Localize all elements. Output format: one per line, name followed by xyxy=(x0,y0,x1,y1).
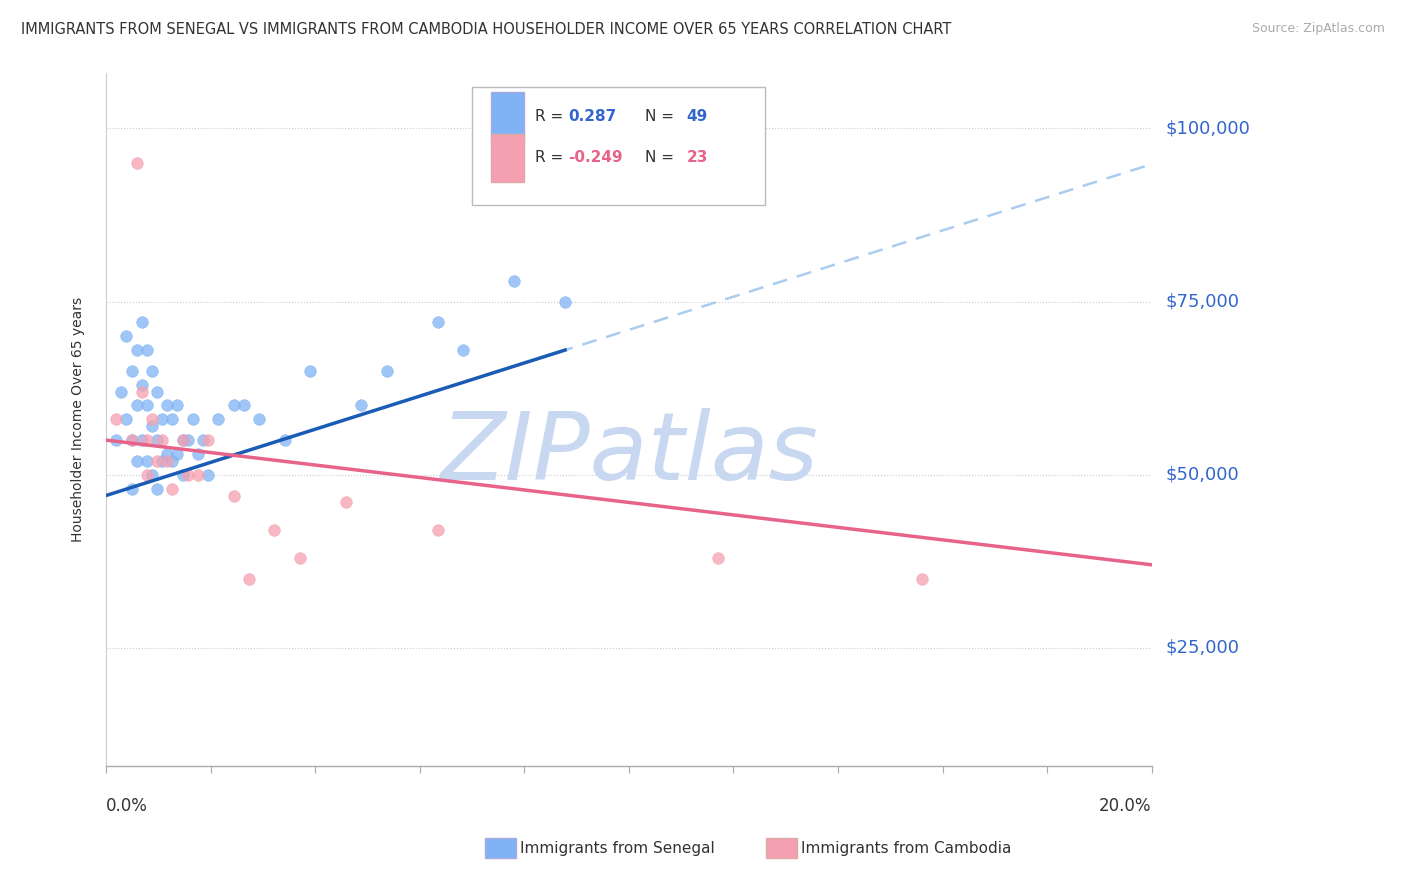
Point xyxy=(135,399,157,413)
Point xyxy=(141,467,163,482)
Text: $100,000: $100,000 xyxy=(1166,120,1250,137)
Point xyxy=(141,412,163,426)
Text: ZIPatlas: ZIPatlas xyxy=(440,409,818,500)
Point xyxy=(426,523,449,537)
Point xyxy=(131,384,153,399)
Point xyxy=(288,550,311,565)
Point xyxy=(187,447,209,461)
FancyBboxPatch shape xyxy=(491,134,524,182)
Point xyxy=(125,399,148,413)
Text: $50,000: $50,000 xyxy=(1166,466,1239,483)
Point xyxy=(162,454,184,468)
Text: $25,000: $25,000 xyxy=(1166,639,1240,657)
Point xyxy=(707,550,730,565)
Point xyxy=(263,523,285,537)
Point xyxy=(125,454,148,468)
Point xyxy=(238,572,260,586)
Point xyxy=(191,433,214,447)
Text: Source: ZipAtlas.com: Source: ZipAtlas.com xyxy=(1251,22,1385,36)
Point xyxy=(105,412,128,426)
Point xyxy=(335,495,357,509)
Text: N =: N = xyxy=(644,109,679,124)
Point xyxy=(176,433,198,447)
Point xyxy=(911,572,934,586)
Point xyxy=(121,433,143,447)
Point xyxy=(125,156,148,170)
Text: $75,000: $75,000 xyxy=(1166,293,1240,310)
Point xyxy=(172,467,194,482)
Point xyxy=(115,412,138,426)
Point xyxy=(222,399,245,413)
Text: R =: R = xyxy=(534,151,568,165)
Point xyxy=(146,482,169,496)
Point xyxy=(156,399,179,413)
Point xyxy=(135,343,157,357)
FancyBboxPatch shape xyxy=(472,87,765,204)
Text: 0.287: 0.287 xyxy=(568,109,616,124)
Point xyxy=(150,454,173,468)
Point xyxy=(172,433,194,447)
Point xyxy=(115,329,138,343)
Text: Immigrants from Cambodia: Immigrants from Cambodia xyxy=(801,841,1012,855)
Point xyxy=(146,433,169,447)
Point xyxy=(131,377,153,392)
Point xyxy=(141,419,163,434)
Point xyxy=(166,399,188,413)
Point xyxy=(503,274,526,288)
FancyBboxPatch shape xyxy=(491,92,524,141)
Point xyxy=(207,412,229,426)
Point xyxy=(375,364,398,378)
Text: R =: R = xyxy=(534,109,568,124)
Text: N =: N = xyxy=(644,151,679,165)
Text: 0.0%: 0.0% xyxy=(105,797,148,814)
Point xyxy=(247,412,270,426)
Point xyxy=(146,454,169,468)
Point xyxy=(181,412,204,426)
Point xyxy=(187,467,209,482)
Point xyxy=(172,433,194,447)
Point xyxy=(232,399,254,413)
Point xyxy=(350,399,373,413)
Text: 23: 23 xyxy=(686,151,707,165)
Point xyxy=(150,433,173,447)
Point xyxy=(451,343,474,357)
Point xyxy=(135,467,157,482)
Point xyxy=(125,343,148,357)
Y-axis label: Householder Income Over 65 years: Householder Income Over 65 years xyxy=(72,297,86,541)
Point xyxy=(121,482,143,496)
Point xyxy=(131,315,153,329)
Point xyxy=(156,447,179,461)
Point xyxy=(156,454,179,468)
Point xyxy=(141,364,163,378)
Point xyxy=(299,364,322,378)
Point xyxy=(135,454,157,468)
Point xyxy=(146,384,169,399)
Point xyxy=(197,467,219,482)
Text: Immigrants from Senegal: Immigrants from Senegal xyxy=(520,841,716,855)
Point xyxy=(197,433,219,447)
Point xyxy=(222,489,245,503)
Text: 20.0%: 20.0% xyxy=(1099,797,1152,814)
Point xyxy=(426,315,449,329)
Text: IMMIGRANTS FROM SENEGAL VS IMMIGRANTS FROM CAMBODIA HOUSEHOLDER INCOME OVER 65 Y: IMMIGRANTS FROM SENEGAL VS IMMIGRANTS FR… xyxy=(21,22,952,37)
Point xyxy=(176,467,198,482)
Point xyxy=(131,433,153,447)
Point xyxy=(110,384,132,399)
Point xyxy=(150,412,173,426)
Point xyxy=(105,433,128,447)
Point xyxy=(121,433,143,447)
Text: -0.249: -0.249 xyxy=(568,151,623,165)
Point xyxy=(121,364,143,378)
Point xyxy=(135,433,157,447)
Point xyxy=(166,447,188,461)
Point xyxy=(554,294,576,309)
Text: 49: 49 xyxy=(686,109,707,124)
Point xyxy=(162,482,184,496)
Point xyxy=(162,412,184,426)
Point xyxy=(273,433,295,447)
